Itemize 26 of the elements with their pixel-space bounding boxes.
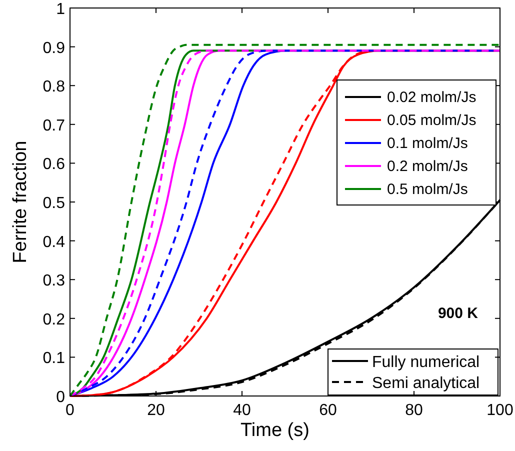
annotation: 900 K bbox=[438, 305, 478, 322]
y-tick-label: 0 bbox=[56, 389, 66, 406]
y-tick-label: 1 bbox=[56, 1, 66, 18]
y-tick-label: 0.6 bbox=[42, 156, 66, 174]
y-tick-label: 0.7 bbox=[42, 117, 66, 134]
y-tick-label: 0.1 bbox=[42, 350, 66, 368]
legend-label: 0.5 molm/Js bbox=[387, 181, 468, 198]
y-axis-title: Ferrite fraction bbox=[10, 140, 31, 264]
x-tick-label: 100 bbox=[486, 402, 514, 419]
legend-label: 0.05 molm/Js bbox=[387, 112, 476, 129]
annotation: Semi analytical bbox=[372, 375, 480, 392]
x-tick-label: 60 bbox=[319, 402, 337, 419]
y-tick-label: 0.5 bbox=[42, 195, 66, 212]
y-tick-label: 0.2 bbox=[42, 311, 66, 328]
x-tick-label: 40 bbox=[233, 402, 251, 419]
x-tick-label: 80 bbox=[405, 402, 423, 419]
annotation: Fully numerical bbox=[372, 354, 480, 371]
y-tick-label: 0.8 bbox=[42, 78, 66, 96]
y-tick-label: 0.4 bbox=[42, 234, 66, 251]
legend-label: 0.02 molm/Js bbox=[387, 89, 476, 106]
y-tick-label: 0.3 bbox=[42, 272, 66, 290]
y-tick-label: 0.9 bbox=[42, 40, 66, 57]
legend-label: 0.2 molm/Js bbox=[387, 158, 468, 175]
x-axis-title: Time (s) bbox=[240, 420, 310, 441]
x-tick-label: 20 bbox=[147, 402, 165, 419]
legend-label: 0.1 molm/Js bbox=[387, 135, 468, 152]
